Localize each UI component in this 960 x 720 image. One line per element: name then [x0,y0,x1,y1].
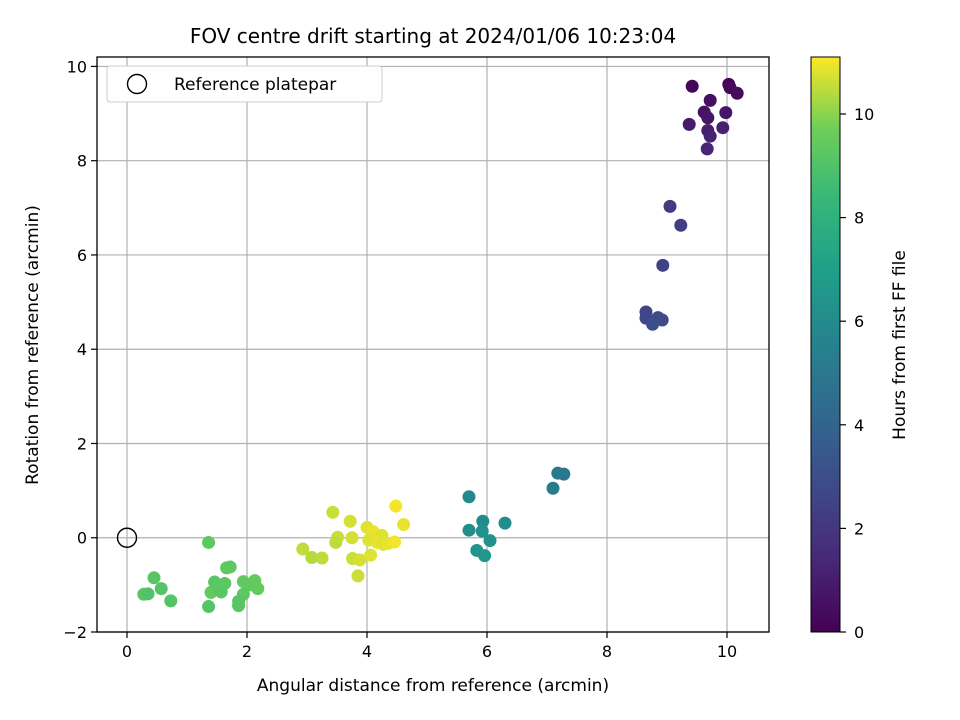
data-point [388,535,402,549]
data-point [476,514,490,528]
y-tick-label: 4 [77,340,87,359]
data-point [646,317,660,331]
data-point [141,587,155,601]
data-point [214,585,228,599]
data-point [716,121,730,135]
legend-label: Reference platepar [174,75,336,95]
data-point [154,582,168,596]
data-point [343,514,357,528]
data-point [345,531,359,545]
data-point [674,218,688,232]
data-point [147,571,161,585]
data-point [326,505,340,519]
data-point [223,560,237,574]
x-tick-label: 2 [242,642,252,661]
data-point [364,548,378,562]
reference-platepar-marker [116,527,138,548]
x-tick-label: 0 [122,642,132,661]
colorbar-ticks: 0 2 4 6 8 10 [840,105,874,642]
data-point [475,524,489,538]
colorbar-tick-label: 0 [854,623,864,642]
data-point [551,466,565,480]
data-point [462,490,476,504]
data-point [351,569,365,583]
colorbar-tick-label: 10 [854,105,874,124]
data-points [137,77,744,614]
data-point [701,111,715,125]
data-point [663,199,677,213]
legend: Reference platepar [106,65,383,103]
y-tick-label: 2 [77,434,87,453]
data-point [232,599,246,613]
y-tick-label: 10 [67,57,87,76]
x-tick-label: 4 [362,642,372,661]
legend-marker [126,73,148,95]
data-point [315,551,329,565]
data-point [685,79,699,93]
grid [97,57,769,633]
data-point [483,534,497,548]
reference-marker-layer [116,527,138,548]
y-tick-label: 0 [77,529,87,548]
y-axis-ticks: −2 0 2 4 6 8 10 [63,57,97,642]
x-axis-label: Angular distance from reference (arcmin) [257,676,609,696]
data-point [202,535,216,549]
x-tick-label: 6 [482,642,492,661]
data-point [498,516,512,530]
y-tick-label: 8 [77,152,87,171]
data-point [251,582,265,596]
legend-box [106,65,383,103]
colorbar-label: Hours from first FF file [890,250,910,440]
data-point [397,518,411,532]
data-point [730,86,744,100]
y-tick-label: −2 [63,623,87,642]
x-tick-label: 10 [717,642,737,661]
chart-title: FOV centre drift starting at 2024/01/06 … [190,24,676,48]
data-point [682,117,696,131]
data-point [202,600,216,614]
colorbar-gradient [810,56,841,633]
data-point [703,129,717,143]
data-point [296,542,310,556]
colorbar-tick-label: 2 [854,519,864,538]
y-axis-label: Rotation from reference (arcmin) [23,205,43,485]
data-point [656,258,670,272]
data-point [703,93,717,107]
x-tick-label: 8 [602,642,612,661]
colorbar: 0 2 4 6 8 10 Hours from first FF file [810,56,910,642]
data-point [719,106,733,120]
data-point [353,553,367,567]
x-axis-ticks: 0 2 4 6 8 10 [122,632,737,661]
data-point [164,594,178,608]
data-point [329,535,343,549]
colorbar-tick-label: 4 [854,416,864,435]
colorbar-tick-label: 8 [854,209,864,228]
data-point [546,481,560,495]
y-tick-label: 6 [77,246,87,265]
plot-frame [96,56,770,633]
data-point [478,549,492,563]
data-point [389,499,403,513]
data-point [462,523,476,537]
colorbar-tick-label: 6 [854,312,864,331]
data-point [700,142,714,156]
data-point [305,551,319,565]
